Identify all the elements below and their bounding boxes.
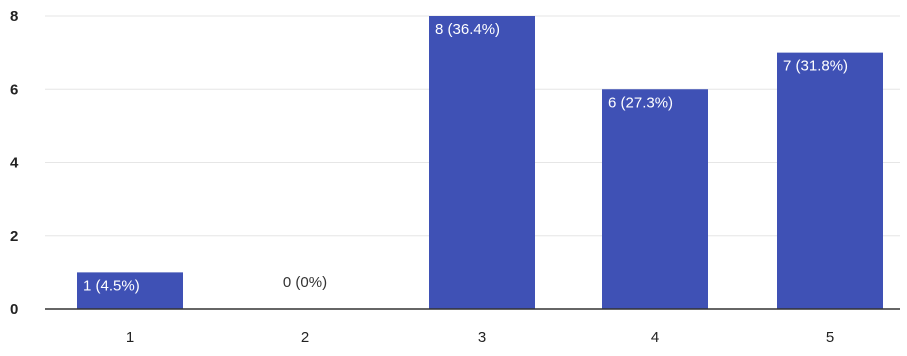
x-tick-label: 1 [126, 329, 134, 346]
data-labels: 1 (4.5%) 0 (0%) 8 (36.4%) 6 (27.3%) 7 (31.8%… [83, 21, 848, 294]
x-tick-label: 4 [651, 329, 659, 346]
y-axis-labels: 0 2 4 6 8 [10, 8, 19, 318]
bar-3 [429, 16, 535, 309]
bar-5 [777, 52, 883, 309]
y-tick-label: 2 [10, 228, 18, 245]
y-tick-label: 6 [10, 81, 18, 98]
data-label: 6 (27.3%) [608, 94, 673, 111]
x-tick-label: 3 [478, 329, 486, 346]
x-tick-label: 5 [826, 329, 834, 346]
bar-1 [77, 272, 183, 309]
data-label: 1 (4.5%) [83, 277, 140, 294]
y-tick-label: 8 [10, 8, 18, 25]
x-axis-labels: 1 2 3 4 5 [126, 329, 834, 346]
y-tick-label: 4 [10, 155, 19, 172]
data-label: 0 (0%) [283, 274, 327, 291]
bars [77, 16, 883, 309]
bar-4 [602, 89, 708, 309]
y-tick-label: 0 [10, 301, 18, 318]
data-label: 8 (36.4%) [435, 21, 500, 38]
data-label: 7 (31.8%) [783, 58, 848, 75]
x-tick-label: 2 [301, 329, 309, 346]
